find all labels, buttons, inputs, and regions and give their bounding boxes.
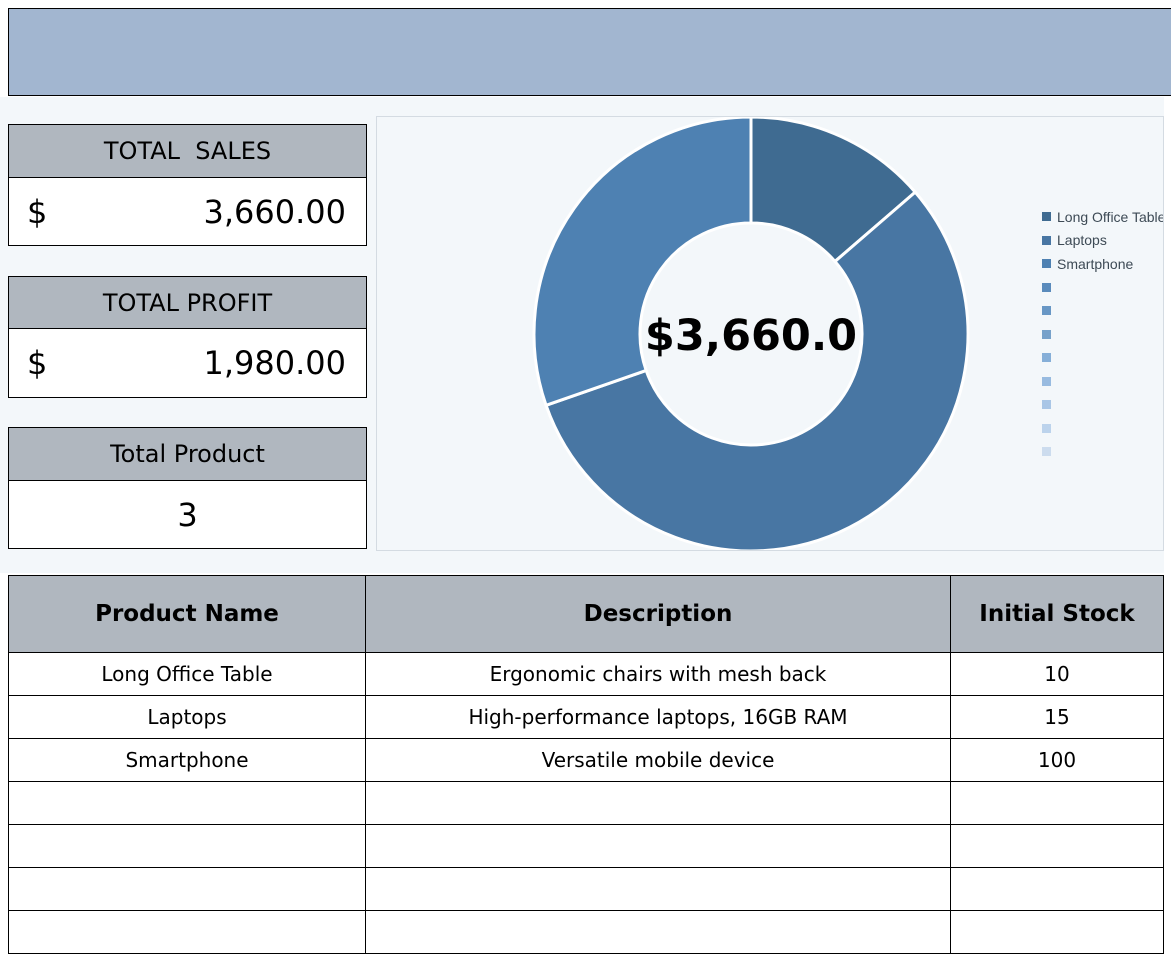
- total-product-value: 3: [177, 495, 198, 534]
- legend-swatch: [1042, 282, 1051, 292]
- donut-slice-smartphone[interactable]: [532, 117, 753, 408]
- total-sales-value: 3,660.00: [203, 192, 347, 231]
- legend-swatch: [1042, 212, 1051, 222]
- cell-product-name[interactable]: [8, 781, 366, 825]
- total-product-header: Total Product: [8, 427, 367, 481]
- column-header-initial-stock[interactable]: Initial Stock: [950, 575, 1164, 653]
- total-profit-value: 1,980.00: [203, 344, 347, 382]
- currency-symbol: $: [27, 344, 48, 382]
- cell-description[interactable]: [365, 781, 951, 825]
- legend-label: Smartphone: [1057, 255, 1134, 272]
- legend-swatch: [1042, 423, 1051, 433]
- total-product-value-cell: 3: [8, 480, 367, 549]
- legend-item[interactable]: [1042, 276, 1163, 300]
- cell-initial-stock[interactable]: [950, 867, 1164, 911]
- legend-item[interactable]: [1042, 323, 1163, 347]
- table-row: Smartphone Versatile mobile device 100: [8, 738, 1164, 782]
- cell-description[interactable]: [365, 910, 951, 954]
- cell-description[interactable]: [365, 824, 951, 868]
- legend-item[interactable]: [1042, 417, 1163, 441]
- currency-symbol: $: [27, 192, 48, 231]
- legend-item[interactable]: Smartphone: [1042, 252, 1163, 276]
- legend-item[interactable]: [1042, 393, 1163, 417]
- total-sales-header: TOTAL SALES: [8, 124, 367, 178]
- donut-center-total: $3,660.0: [644, 311, 858, 361]
- sales-donut-chart[interactable]: $3,660.0 Long Office Table Laptops Smartph…: [376, 116, 1164, 551]
- column-header-description[interactable]: Description: [365, 575, 951, 653]
- cell-description[interactable]: Versatile mobile device: [365, 738, 951, 782]
- legend-item[interactable]: Laptops: [1042, 229, 1163, 253]
- legend-label: Laptops: [1057, 232, 1107, 249]
- table-row: [8, 824, 1164, 868]
- cell-initial-stock[interactable]: [950, 824, 1164, 868]
- legend-swatch: [1042, 329, 1051, 339]
- total-profit-value-cell: $ 1,980.00: [8, 328, 367, 398]
- cell-description[interactable]: [365, 867, 951, 911]
- legend-item[interactable]: [1042, 346, 1163, 370]
- legend-swatch: [1042, 376, 1051, 386]
- chart-legend: Long Office Table Laptops Smartphone: [1042, 205, 1164, 464]
- cell-product-name[interactable]: [8, 824, 366, 868]
- column-header-product-name[interactable]: Product Name: [8, 575, 366, 653]
- header-banner: [8, 8, 1171, 96]
- table-row: [8, 910, 1164, 954]
- donut-svg: [532, 117, 970, 551]
- cell-initial-stock[interactable]: [950, 781, 1164, 825]
- product-table: Product Name Description Initial Stock L…: [8, 575, 1164, 954]
- legend-swatch: [1042, 353, 1051, 363]
- cell-product-name[interactable]: Laptops: [8, 695, 366, 739]
- table-header-row: Product Name Description Initial Stock: [8, 575, 1164, 653]
- table-row: [8, 781, 1164, 825]
- legend-swatch: [1042, 447, 1051, 457]
- legend-item[interactable]: [1042, 370, 1163, 394]
- cell-initial-stock[interactable]: 10: [950, 652, 1164, 696]
- cell-description[interactable]: Ergonomic chairs with mesh back: [365, 652, 951, 696]
- cell-initial-stock[interactable]: [950, 910, 1164, 954]
- legend-item[interactable]: Long Office Table: [1042, 205, 1164, 229]
- legend-swatch: [1042, 306, 1051, 316]
- cell-product-name[interactable]: [8, 910, 366, 954]
- legend-item[interactable]: [1042, 440, 1163, 464]
- total-profit-header: TOTAL PROFIT: [8, 276, 367, 329]
- cell-initial-stock[interactable]: 15: [950, 695, 1164, 739]
- table-row: Long Office Table Ergonomic chairs with …: [8, 652, 1164, 696]
- table-row: [8, 867, 1164, 911]
- legend-swatch: [1042, 259, 1051, 269]
- legend-swatch: [1042, 235, 1051, 245]
- cell-product-name[interactable]: Smartphone: [8, 738, 366, 782]
- donut-slice-laptops[interactable]: [544, 190, 970, 551]
- cell-description[interactable]: High-performance laptops, 16GB RAM: [365, 695, 951, 739]
- cell-initial-stock[interactable]: 100: [950, 738, 1164, 782]
- cell-product-name[interactable]: [8, 867, 366, 911]
- legend-swatch: [1042, 400, 1051, 410]
- cell-product-name[interactable]: Long Office Table: [8, 652, 366, 696]
- legend-item[interactable]: [1042, 299, 1163, 323]
- total-sales-value-cell: $ 3,660.00: [8, 177, 367, 246]
- legend-label: Long Office Table: [1057, 208, 1164, 225]
- donut-slice-long-office-table[interactable]: [749, 117, 918, 264]
- table-row: Laptops High-performance laptops, 16GB R…: [8, 695, 1164, 739]
